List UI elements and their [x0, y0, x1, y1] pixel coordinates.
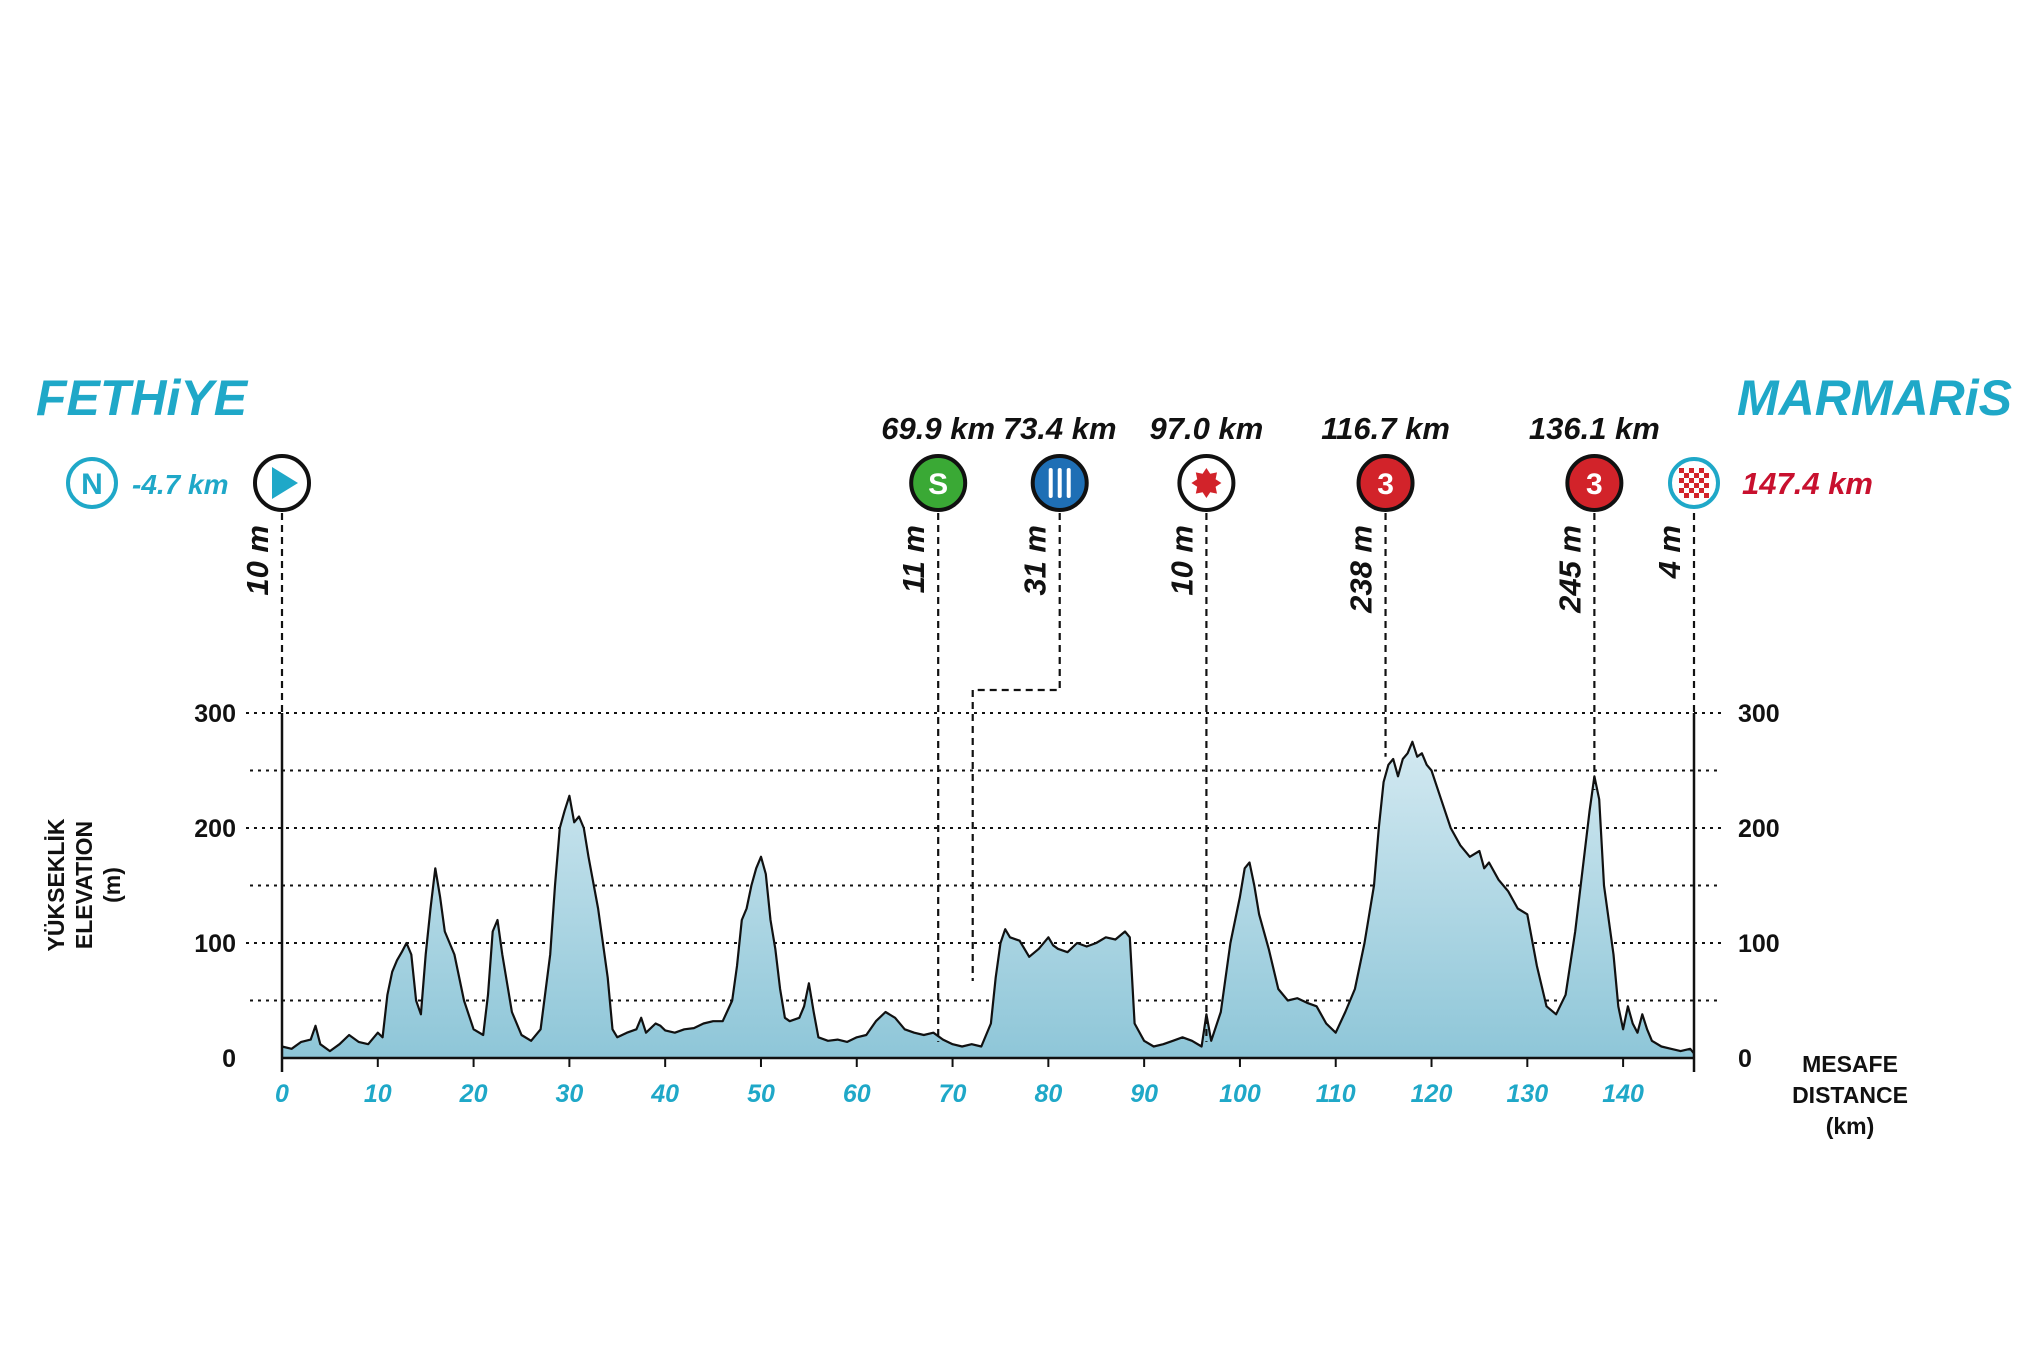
finish-city: MARMARiS: [1737, 370, 2012, 426]
x-axis-label-line-1: MESAFE: [1802, 1051, 1898, 1077]
checker-cell: [1704, 483, 1709, 488]
x-axis-label-line-2: DISTANCE: [1792, 1082, 1908, 1108]
x-tick-110: 110: [1316, 1080, 1356, 1108]
marker-altitude-label: 10 m: [240, 525, 275, 596]
marker-altitude-label: 238 m: [1344, 525, 1379, 614]
y-axis-label-line-3: (m): [99, 867, 125, 903]
x-tick-20: 20: [459, 1080, 488, 1108]
marker-km-label: 136.1 km: [1529, 411, 1660, 446]
kom-category-number: 3: [1586, 468, 1603, 501]
finish-km-label: 147.4 km: [1742, 466, 1873, 501]
y-tick-left-200: 200: [194, 815, 236, 843]
marker-0: 10 m: [240, 454, 311, 713]
marker-altitude-label: 31 m: [1018, 525, 1053, 596]
checker-cell: [1704, 473, 1709, 478]
neutral-badge-letter: N: [81, 468, 103, 501]
elevation-area: [282, 741, 1694, 1058]
checker-cell: [1699, 478, 1704, 483]
cutlery-glyph: [1057, 468, 1062, 498]
y-tick-right-300: 300: [1738, 700, 1780, 728]
kom-cat3-icon: [1565, 454, 1624, 512]
checker-cell: [1699, 468, 1704, 473]
x-tick-10: 10: [364, 1080, 392, 1108]
kom-cat3-icon: [1356, 454, 1415, 512]
checker-cell: [1684, 493, 1689, 498]
kom-category-number: 3: [1377, 468, 1394, 501]
x-tick-140: 140: [1602, 1080, 1644, 1108]
marker-1: S 69.9 km 11 m: [881, 411, 995, 1042]
checker-cell: [1679, 478, 1684, 483]
y-tick-right-0: 0: [1738, 1045, 1752, 1073]
checker-cell: [1694, 473, 1699, 478]
x-tick-90: 90: [1130, 1080, 1158, 1108]
marker-altitude-label: 245 m: [1552, 525, 1587, 614]
elevation-line: [281, 740, 1695, 1055]
y-tick-right-100: 100: [1738, 930, 1780, 958]
x-tick-30: 30: [555, 1080, 583, 1108]
neutral-km-label: -4.7 km: [132, 469, 229, 500]
x-tick-70: 70: [939, 1080, 967, 1108]
x-axis-label-line-3: (km): [1826, 1113, 1875, 1139]
marker-km-label: 97.0 km: [1150, 411, 1264, 446]
x-tick-130: 130: [1506, 1080, 1548, 1108]
cutlery-glyph: [1066, 468, 1071, 498]
checker-cell: [1689, 478, 1694, 483]
checker-cell: [1684, 473, 1689, 478]
checker-cell: [1679, 468, 1684, 473]
stage-markers: 10 m S 69.9 km 11 m 73.4 km 31 m 97.0 km 10 m 3 1…: [240, 411, 1873, 1042]
y-axis-label: YÜKSEKLİK ELEVATION (m): [43, 818, 125, 951]
marker-2: 73.4 km 31 m: [971, 411, 1117, 981]
x-tick-120: 120: [1411, 1080, 1453, 1108]
y-tick-left-100: 100: [194, 930, 236, 958]
x-tick-0: 0: [275, 1080, 289, 1108]
y-tick-left-0: 0: [222, 1045, 236, 1073]
x-tick-labels: 0 10 20 30 40 50 60 70 80 90 100 110 120 130 140: [275, 1058, 1644, 1108]
cutlery-glyph: [1048, 468, 1053, 498]
sprint-icon-letter: S: [928, 468, 948, 501]
checker-cell: [1679, 488, 1684, 493]
marker-6: 147.4 km 4 m: [1652, 457, 1873, 713]
checker-cell: [1694, 483, 1699, 488]
marker-km-label: 116.7 km: [1321, 411, 1450, 446]
marker-km-label: 73.4 km: [1003, 411, 1117, 446]
y-tick-right-200: 200: [1738, 815, 1780, 843]
neutral-badge-icon: [66, 457, 118, 509]
marker-altitude-label: 4 m: [1652, 525, 1687, 579]
y-tick-labels-left: 0 100 200 300: [194, 700, 236, 1073]
marker-5: 3 136.1 km 245 m: [1529, 411, 1660, 791]
start-play-triangle: [272, 467, 298, 499]
marker-km-label: 69.9 km: [881, 411, 995, 446]
x-tick-100: 100: [1219, 1080, 1261, 1108]
y-axis-label-line-1: YÜKSEKLİK: [43, 818, 69, 951]
start-city: FETHiYE: [36, 370, 249, 426]
marker-4: 3 116.7 km 238 m: [1321, 411, 1450, 757]
checker-cell: [1689, 468, 1694, 473]
x-tick-40: 40: [650, 1080, 679, 1108]
x-tick-50: 50: [747, 1080, 775, 1108]
x-axis-label: MESAFE DISTANCE (km): [1792, 1051, 1908, 1139]
sprint-icon: [909, 454, 968, 512]
marker-3: 97.0 km 10 m: [1150, 411, 1264, 1042]
marker-dashed-line: [971, 513, 1061, 981]
checker-cell: [1694, 493, 1699, 498]
checker-cell: [1684, 483, 1689, 488]
checker-cell: [1699, 488, 1704, 493]
y-tick-labels-right: 0 100 200 300: [1738, 700, 1780, 1073]
y-axis-label-line-2: ELEVATION: [71, 821, 97, 949]
marker-altitude-label: 10 m: [1164, 525, 1199, 596]
checker-cell: [1689, 488, 1694, 493]
x-tick-60: 60: [843, 1080, 871, 1108]
neutral-start: N -4.7 km: [66, 457, 229, 509]
y-tick-left-300: 300: [194, 700, 236, 728]
checker-cell: [1704, 493, 1709, 498]
bonus-star-glyph: [1191, 468, 1222, 498]
marker-altitude-label: 11 m: [896, 525, 931, 593]
x-tick-80: 80: [1034, 1080, 1062, 1108]
